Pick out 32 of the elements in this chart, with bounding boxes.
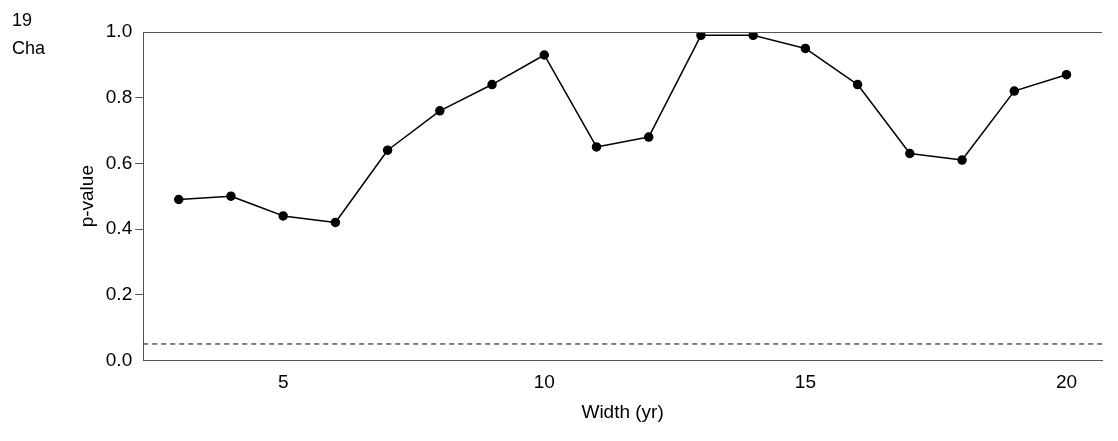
- point: [226, 191, 236, 201]
- point: [852, 79, 863, 90]
- point: [957, 155, 967, 165]
- point: [591, 142, 602, 152]
- y-tick-label: 0.0: [105, 348, 133, 370]
- point: [748, 32, 758, 41]
- point: [696, 32, 706, 41]
- point: [382, 145, 393, 155]
- x-tick-label: 10: [533, 371, 555, 393]
- point: [1009, 86, 1020, 96]
- point: [1061, 69, 1072, 80]
- point: [435, 106, 445, 116]
- point: [905, 148, 915, 159]
- x-axis-title: Width (yr): [581, 400, 664, 422]
- x-tick-label: 20: [1055, 371, 1078, 393]
- y-tick-label: 0.8: [105, 85, 133, 107]
- x-tick-label: 15: [794, 371, 816, 393]
- point: [539, 50, 550, 60]
- y-tick-label: 0.2: [105, 282, 133, 304]
- point: [173, 194, 184, 205]
- y-tick-label: 0.6: [105, 151, 133, 173]
- text: 19: [12, 10, 33, 30]
- y-tick-label: 0.4: [105, 217, 133, 239]
- point: [643, 132, 654, 142]
- point: [800, 43, 811, 54]
- point: [278, 211, 288, 221]
- text: Cha: [12, 38, 47, 58]
- y-tick-label: 1.0: [105, 20, 133, 42]
- y-axis-title: p-value: [75, 165, 97, 228]
- point: [487, 79, 497, 90]
- point: [330, 217, 341, 228]
- x-tick-label: 5: [277, 371, 289, 393]
